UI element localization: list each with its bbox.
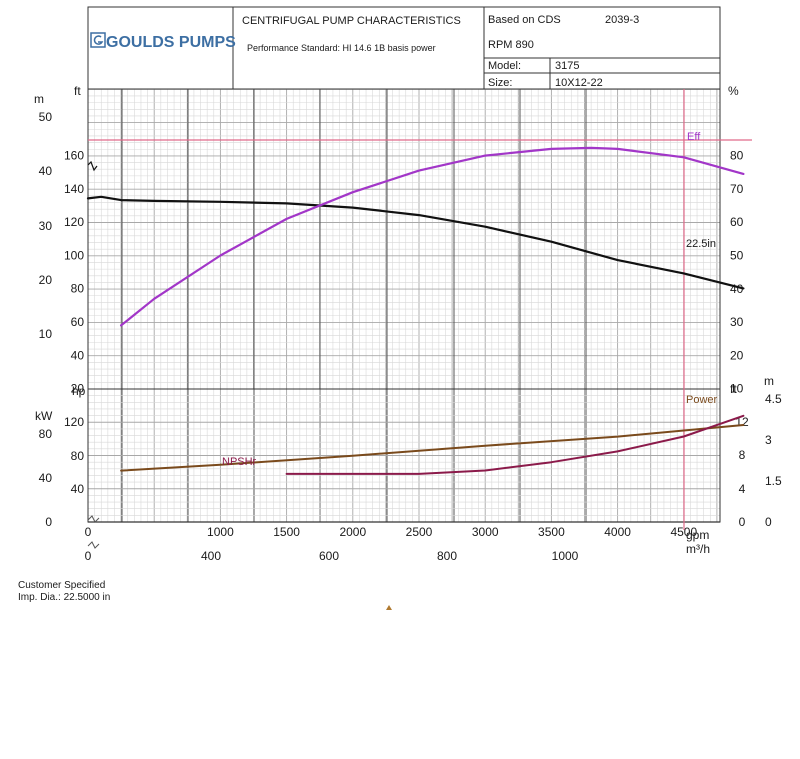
curve-number: 2039-3 bbox=[605, 14, 639, 26]
x-tick-m3h: 1000 bbox=[552, 549, 579, 563]
y-tick-ft-right: 0 bbox=[739, 515, 746, 529]
based-on: Based on CDS bbox=[488, 14, 561, 26]
y-tick-kw: 40 bbox=[39, 471, 53, 485]
y-tick-m: 40 bbox=[39, 164, 53, 178]
size-label: Size: bbox=[488, 77, 512, 89]
y-tick-ft: 160 bbox=[64, 148, 84, 162]
x-tick-gpm: 0 bbox=[85, 525, 92, 539]
customer-specified: Customer Specified bbox=[18, 580, 105, 591]
model-value: 3175 bbox=[555, 60, 579, 72]
x-tick-gpm: 3000 bbox=[472, 525, 499, 539]
power-curve-label: Power bbox=[686, 394, 718, 406]
y-tick-ft: 20 bbox=[71, 382, 85, 396]
y-tick-m: 30 bbox=[39, 219, 53, 233]
logo-text: GOULDS PUMPS bbox=[106, 34, 236, 51]
kw-axis-unit: kW bbox=[35, 409, 53, 423]
npshr-curve-label: NPSHr bbox=[222, 456, 257, 468]
axis-break-mark bbox=[87, 160, 98, 172]
curves bbox=[86, 146, 745, 475]
x-tick-m3h: 0 bbox=[85, 549, 92, 563]
y-tick-m-right: 1.5 bbox=[765, 474, 782, 488]
axis-break-mark bbox=[87, 541, 100, 549]
lower-grid bbox=[87, 388, 720, 523]
y-tick-m-right: 4.5 bbox=[765, 392, 782, 406]
model-label: Model: bbox=[488, 60, 521, 72]
y-tick-m: 50 bbox=[39, 110, 53, 124]
x-tick-gpm: 3500 bbox=[538, 525, 565, 539]
y-tick-ft-right: 4 bbox=[739, 482, 746, 496]
chart-title: CENTRIFUGAL PUMP CHARACTERISTICS bbox=[242, 15, 461, 27]
upper-plot-frame bbox=[87, 88, 721, 390]
y-tick-hp: 120 bbox=[64, 415, 84, 429]
y-tick-ft: 140 bbox=[64, 182, 84, 196]
y-tick-percent: 50 bbox=[730, 249, 744, 263]
y-tick-m-right: 3 bbox=[765, 433, 772, 447]
m3h-axis-unit: m³/h bbox=[686, 542, 710, 556]
npshr-curve bbox=[285, 414, 745, 475]
size-value: 10X12-22 bbox=[555, 77, 603, 89]
y-tick-m: 20 bbox=[39, 273, 53, 287]
y-tick-ft: 60 bbox=[71, 315, 85, 329]
power-curve bbox=[120, 424, 745, 472]
y-tick-percent: 70 bbox=[730, 182, 744, 196]
y-tick-hp: 80 bbox=[71, 449, 85, 463]
y-tick-ft: 40 bbox=[71, 348, 85, 362]
x-tick-m3h: 600 bbox=[319, 549, 339, 563]
y-tick-percent: 80 bbox=[730, 149, 744, 163]
x-tick-gpm: 2500 bbox=[406, 525, 433, 539]
performance-standard: Performance Standard: HI 14.6 1B basis p… bbox=[247, 43, 436, 53]
gpm-axis-unit: gpm bbox=[686, 528, 709, 542]
y-tick-percent: 60 bbox=[730, 215, 744, 229]
y-tick-ft: 100 bbox=[64, 248, 84, 262]
x-tick-gpm: 4500 bbox=[670, 525, 697, 539]
rpm-value: RPM 890 bbox=[488, 39, 534, 51]
y-tick-m: 10 bbox=[39, 327, 53, 341]
y-tick-m-right: 0 bbox=[765, 515, 772, 529]
hp-axis-unit: hp bbox=[72, 384, 86, 398]
impeller-diameter: Imp. Dia.: 22.5000 in bbox=[18, 592, 110, 603]
y-tick-ft-right: 8 bbox=[739, 448, 746, 462]
x-tick-gpm: 2000 bbox=[339, 525, 366, 539]
head-curve-label: 22.5in bbox=[686, 238, 716, 250]
ft-axis-unit-left: ft bbox=[74, 84, 81, 98]
x-tick-m3h: 400 bbox=[201, 549, 221, 563]
marker-icon bbox=[386, 605, 392, 610]
axis-break-mark bbox=[87, 515, 100, 523]
y-tick-percent: 30 bbox=[730, 315, 744, 329]
x-tick-gpm: 1000 bbox=[207, 525, 234, 539]
x-tick-gpm: 1500 bbox=[273, 525, 300, 539]
y-tick-percent: 10 bbox=[730, 382, 744, 396]
upper-grid bbox=[87, 88, 720, 522]
percent-axis-unit: % bbox=[728, 84, 739, 98]
x-tick-m3h: 800 bbox=[437, 549, 457, 563]
x-tick-gpm: 4000 bbox=[604, 525, 631, 539]
ft-axis-unit-right: ft bbox=[730, 382, 737, 396]
y-tick-percent: 20 bbox=[730, 348, 744, 362]
m-axis-unit-left: m bbox=[34, 92, 44, 106]
y-tick-ft: 80 bbox=[71, 282, 85, 296]
head-curve bbox=[86, 195, 745, 290]
m-axis-unit-right: m bbox=[764, 374, 774, 388]
eff-curve-label: Eff bbox=[687, 131, 701, 143]
goulds-logo: GOULDS PUMPS bbox=[90, 32, 236, 51]
y-tick-kw: 0 bbox=[45, 515, 52, 529]
y-tick-kw: 80 bbox=[39, 427, 53, 441]
y-tick-hp: 40 bbox=[71, 482, 85, 496]
efficiency-curve bbox=[119, 146, 745, 327]
y-tick-ft: 120 bbox=[64, 215, 84, 229]
